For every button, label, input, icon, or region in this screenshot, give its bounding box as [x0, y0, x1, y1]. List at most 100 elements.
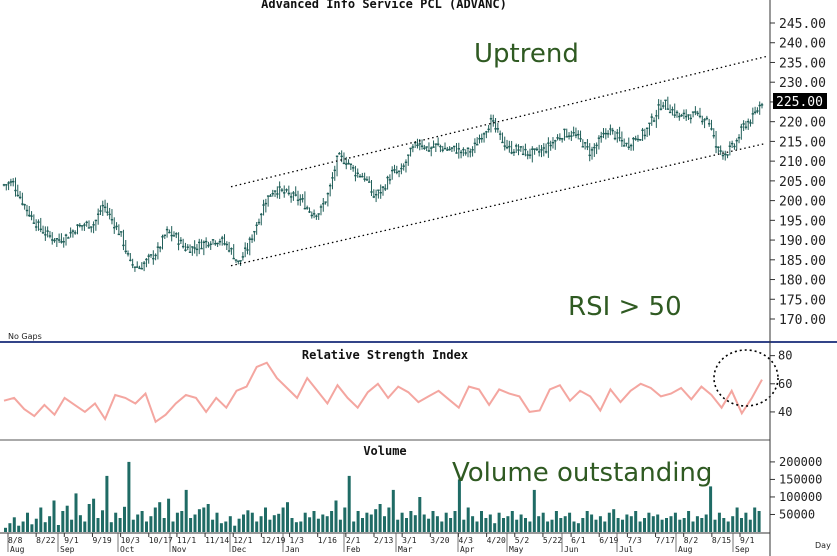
volume-bar — [78, 515, 82, 532]
volume-bar — [462, 519, 466, 532]
volume-bar — [744, 512, 748, 532]
x-tick-label: 9/1 — [740, 536, 755, 545]
volume-bar — [673, 512, 677, 532]
volume-bar — [563, 516, 567, 532]
x-month-label: Dec — [232, 545, 247, 554]
volume-bar — [695, 516, 699, 532]
volume-bar — [321, 514, 325, 532]
volume-bar — [629, 516, 633, 532]
volume-bar — [554, 511, 558, 532]
x-tick-label: 8/22 — [36, 536, 55, 545]
volume-bar — [70, 519, 74, 532]
volume-bar — [202, 507, 206, 532]
volume-bar — [638, 521, 642, 532]
volume-bar — [43, 522, 47, 532]
volume-bar — [621, 519, 624, 532]
volume-bar — [524, 518, 527, 532]
volume-bar — [48, 516, 52, 532]
volume-bar — [17, 525, 21, 532]
volume-bar — [550, 519, 554, 532]
x-tick-label: 12/19 — [261, 536, 285, 545]
price-y-tick-label: 210.00 — [779, 155, 826, 170]
volume-bar — [162, 518, 166, 532]
x-month-label: Oct — [120, 545, 135, 554]
volume-bar — [259, 516, 263, 532]
volume-bar — [74, 493, 78, 532]
volume-bar — [532, 489, 536, 532]
volume-annotation: Volume outstanding — [452, 458, 712, 488]
volume-bar — [572, 521, 576, 532]
volume-bar — [149, 516, 153, 532]
price-candles — [2, 96, 764, 272]
x-tick-label: 1/3 — [290, 536, 305, 545]
last-price-label: 225.00 — [776, 95, 823, 110]
volume-bar — [127, 461, 131, 532]
volume-bar — [651, 516, 655, 532]
x-tick-label: 4/3 — [458, 536, 473, 545]
volume-bar — [537, 516, 541, 532]
x-month-label: Apr — [460, 545, 475, 554]
volume-bar — [598, 516, 602, 532]
volume-bar — [34, 518, 38, 532]
x-tick-label: 2/13 — [374, 536, 393, 545]
x-month-label: Jul — [619, 545, 634, 554]
volume-bar — [581, 518, 585, 532]
volume-bar — [634, 511, 638, 532]
volume-bar — [665, 518, 668, 532]
price-y-tick-label: 190.00 — [779, 234, 826, 249]
volume-bar — [475, 521, 479, 532]
volume-bar — [286, 502, 289, 532]
volume-bar — [418, 497, 422, 532]
volume-bar — [352, 521, 356, 532]
volume-bar — [396, 519, 400, 532]
volume-bar — [356, 511, 360, 532]
x-month-label: Mar — [398, 545, 413, 554]
price-panel: Advanced Info Service PCL (ADVANC) 245.0… — [2, 0, 827, 341]
x-month-label: Aug — [10, 545, 25, 554]
volume-bar — [12, 517, 16, 532]
volume-bar — [136, 514, 140, 532]
volume-bar — [374, 509, 378, 532]
price-y-tick-label: 170.00 — [779, 313, 826, 328]
volume-bar — [361, 518, 364, 532]
volume-bar — [92, 498, 96, 532]
x-tick-label: 8/15 — [712, 536, 731, 545]
x-tick-label: 5/2 — [515, 536, 530, 545]
x-tick-label: 5/22 — [543, 536, 562, 545]
volume-bar — [409, 511, 413, 532]
volume-bar — [4, 527, 7, 532]
x-tick-label: 8/8 — [8, 536, 23, 545]
volume-bar — [453, 511, 457, 532]
volume-y-tick-label: 100000 — [779, 490, 822, 504]
volume-bar — [427, 518, 431, 532]
rsi-panel: Relative Strength Index 80 60 40 — [3, 348, 792, 424]
volume-bar — [264, 507, 267, 532]
x-tick-label: 1/16 — [318, 536, 337, 545]
x-month-label: Feb — [346, 545, 361, 554]
volume-bar — [753, 507, 757, 532]
rsi-annotation: RSI > 50 — [568, 292, 682, 322]
volume-bar — [643, 518, 646, 532]
volume-bar — [189, 518, 193, 532]
volume-bar — [290, 518, 294, 532]
volume-title: Volume — [363, 444, 406, 458]
volume-bar — [660, 519, 664, 532]
trend-channel — [230, 55, 767, 267]
volume-bar — [197, 509, 201, 532]
volume-bar — [422, 514, 426, 532]
volume-bar — [704, 514, 708, 532]
x-tick-label: 9/1 — [64, 536, 79, 545]
volume-bar — [153, 507, 157, 532]
volume-bar — [607, 512, 611, 532]
price-y-tick-label: 220.00 — [779, 116, 826, 131]
x-tick-label: 12/1 — [233, 536, 252, 545]
x-tick-label: 6/19 — [599, 536, 618, 545]
volume-bar — [338, 519, 342, 532]
price-y-tick-label: 235.00 — [779, 56, 826, 71]
volume-bar — [233, 525, 237, 532]
volume-bar — [61, 511, 65, 532]
volume-bar — [52, 500, 56, 532]
volume-bar — [700, 518, 704, 532]
volume-bar — [237, 518, 241, 532]
x-month-label: Jan — [285, 545, 300, 554]
